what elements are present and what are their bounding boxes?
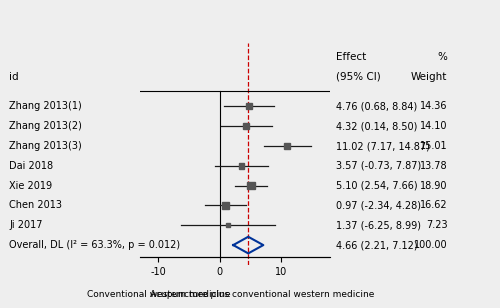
Text: 4.76 (0.68, 8.84): 4.76 (0.68, 8.84): [336, 101, 417, 111]
Text: 18.90: 18.90: [420, 181, 448, 191]
Text: Overall, DL (I² = 63.3%, p = 0.012): Overall, DL (I² = 63.3%, p = 0.012): [9, 240, 180, 250]
Text: Xie 2019: Xie 2019: [9, 181, 52, 191]
Bar: [238, 163, 244, 169]
Text: Weight: Weight: [411, 72, 448, 82]
Bar: [247, 182, 254, 189]
Bar: [246, 103, 252, 109]
Text: Effect: Effect: [336, 52, 366, 62]
Text: id: id: [9, 72, 18, 82]
Text: %: %: [438, 52, 448, 62]
Text: Zhang 2013(3): Zhang 2013(3): [9, 141, 82, 151]
Text: 1.37 (-6.25, 8.99): 1.37 (-6.25, 8.99): [336, 220, 421, 230]
Bar: [226, 224, 230, 227]
Text: 7.23: 7.23: [426, 220, 448, 230]
Bar: [222, 202, 229, 209]
Text: 4.66 (2.21, 7.12): 4.66 (2.21, 7.12): [336, 240, 417, 250]
Text: (95% CI): (95% CI): [336, 72, 381, 82]
Text: Zhang 2013(2): Zhang 2013(2): [9, 121, 82, 131]
Text: 14.36: 14.36: [420, 101, 448, 111]
Text: 4.32 (0.14, 8.50): 4.32 (0.14, 8.50): [336, 121, 417, 131]
Text: Zhang 2013(1): Zhang 2013(1): [9, 101, 82, 111]
Text: Ji 2017: Ji 2017: [9, 220, 42, 230]
Text: 0.97 (-2.34, 4.28): 0.97 (-2.34, 4.28): [336, 201, 421, 210]
Text: Acupuncture plus conventional western medicine: Acupuncture plus conventional western me…: [150, 290, 375, 299]
Text: 15.01: 15.01: [420, 141, 448, 151]
Bar: [243, 123, 249, 129]
Text: 11.02 (7.17, 14.87): 11.02 (7.17, 14.87): [336, 141, 430, 151]
Text: 5.10 (2.54, 7.66): 5.10 (2.54, 7.66): [336, 181, 417, 191]
Text: 14.10: 14.10: [420, 121, 448, 131]
Text: 16.62: 16.62: [420, 201, 448, 210]
Bar: [284, 143, 290, 149]
Text: 13.78: 13.78: [420, 161, 448, 171]
Text: Chen 2013: Chen 2013: [9, 201, 62, 210]
Text: Dai 2018: Dai 2018: [9, 161, 53, 171]
Text: 3.57 (-0.73, 7.87): 3.57 (-0.73, 7.87): [336, 161, 421, 171]
Text: 100.00: 100.00: [414, 240, 448, 250]
Text: Conventional western medicine: Conventional western medicine: [86, 290, 230, 299]
